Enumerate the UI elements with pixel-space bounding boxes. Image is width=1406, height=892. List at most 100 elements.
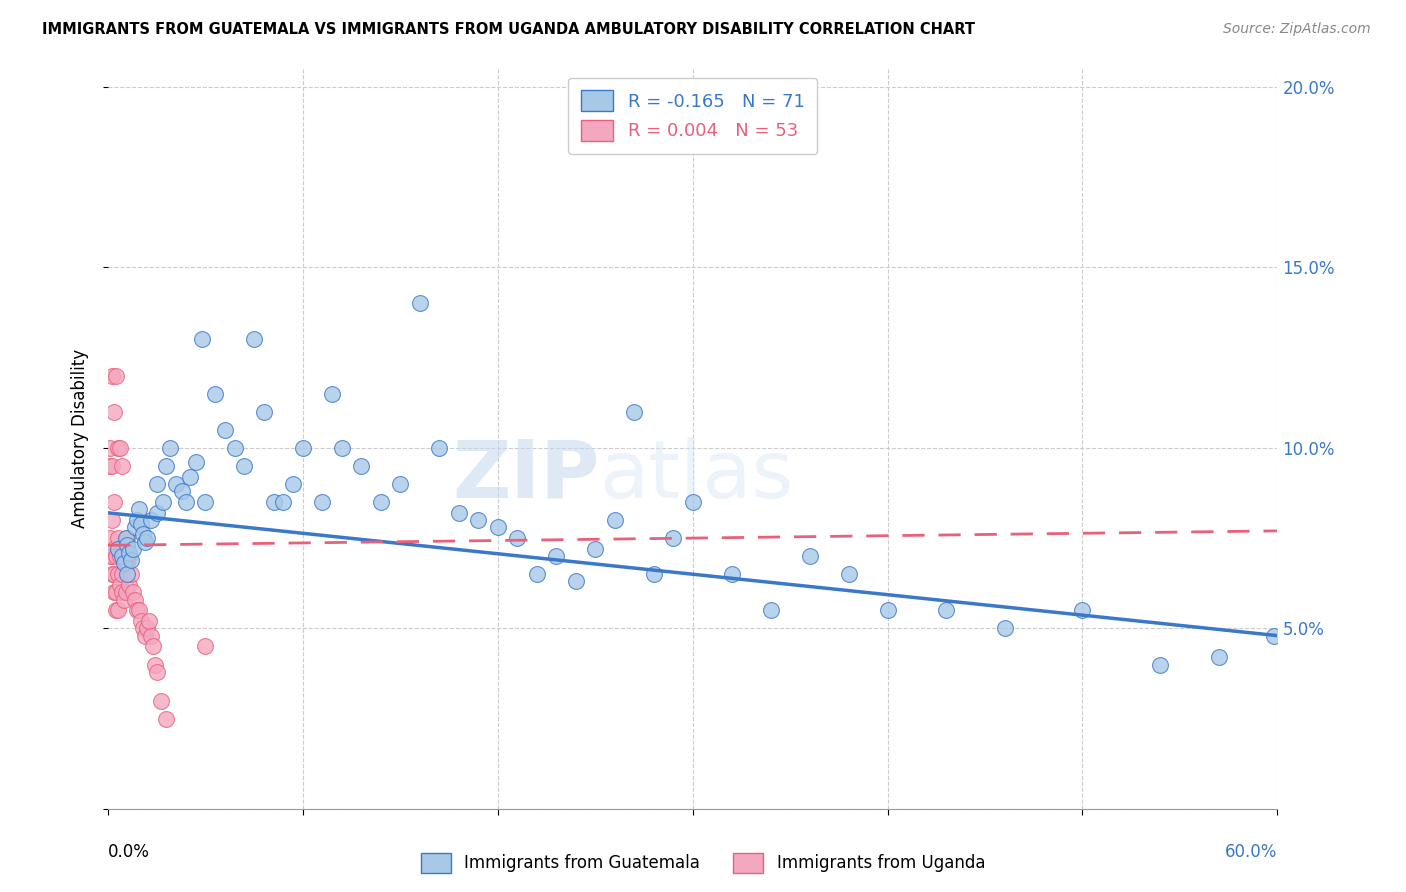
Point	[124, 592, 146, 607]
Point	[273, 495, 295, 509]
Point	[111, 458, 134, 473]
Point	[136, 531, 159, 545]
Point	[112, 592, 135, 607]
Point	[350, 458, 373, 473]
Point	[467, 513, 489, 527]
Point	[546, 549, 568, 563]
Point	[876, 603, 898, 617]
Point	[623, 405, 645, 419]
Point	[643, 567, 665, 582]
Point	[111, 549, 134, 563]
Point	[155, 712, 177, 726]
Point	[103, 585, 125, 599]
Point	[1071, 603, 1094, 617]
Point	[129, 516, 152, 531]
Point	[103, 495, 125, 509]
Point	[993, 621, 1015, 635]
Point	[101, 458, 124, 473]
Point	[112, 557, 135, 571]
Point	[104, 368, 127, 383]
Point	[263, 495, 285, 509]
Point	[409, 296, 432, 310]
Point	[134, 629, 156, 643]
Text: 60.0%: 60.0%	[1225, 843, 1278, 861]
Point	[159, 441, 181, 455]
Point	[603, 513, 626, 527]
Point	[184, 455, 207, 469]
Text: atlas: atlas	[599, 437, 793, 515]
Point	[117, 557, 139, 571]
Point	[526, 567, 548, 582]
Point	[253, 405, 276, 419]
Point	[111, 585, 134, 599]
Point	[427, 441, 450, 455]
Point	[114, 585, 136, 599]
Point	[838, 567, 860, 582]
Point	[108, 549, 131, 563]
Point	[142, 640, 165, 654]
Point	[120, 553, 142, 567]
Point	[124, 520, 146, 534]
Point	[122, 585, 145, 599]
Point	[1149, 657, 1171, 672]
Point	[117, 531, 139, 545]
Point	[224, 441, 246, 455]
Point	[120, 567, 142, 582]
Text: Source: ZipAtlas.com: Source: ZipAtlas.com	[1223, 22, 1371, 37]
Point	[194, 640, 217, 654]
Point	[132, 621, 155, 635]
Point	[194, 495, 217, 509]
Point	[152, 495, 174, 509]
Text: ZIP: ZIP	[451, 437, 599, 515]
Text: IMMIGRANTS FROM GUATEMALA VS IMMIGRANTS FROM UGANDA AMBULATORY DISABILITY CORREL: IMMIGRANTS FROM GUATEMALA VS IMMIGRANTS …	[42, 22, 976, 37]
Point	[108, 441, 131, 455]
Point	[799, 549, 821, 563]
Point	[103, 567, 125, 582]
Point	[311, 495, 333, 509]
Point	[564, 574, 586, 589]
Point	[111, 567, 134, 582]
Point	[128, 603, 150, 617]
Point	[139, 629, 162, 643]
Point	[107, 441, 129, 455]
Point	[330, 441, 353, 455]
Text: 0.0%: 0.0%	[108, 843, 150, 861]
Point	[321, 386, 343, 401]
Point	[935, 603, 957, 617]
Point	[118, 545, 141, 559]
Point	[506, 531, 529, 545]
Point	[107, 603, 129, 617]
Legend: Immigrants from Guatemala, Immigrants from Uganda: Immigrants from Guatemala, Immigrants fr…	[415, 847, 991, 880]
Point	[134, 534, 156, 549]
Point	[128, 502, 150, 516]
Point	[103, 541, 125, 556]
Point	[662, 531, 685, 545]
Point	[127, 513, 149, 527]
Point	[214, 423, 236, 437]
Point	[281, 477, 304, 491]
Point	[583, 541, 606, 556]
Point	[98, 441, 121, 455]
Point	[101, 368, 124, 383]
Point	[114, 557, 136, 571]
Point	[179, 469, 201, 483]
Point	[101, 513, 124, 527]
Point	[129, 614, 152, 628]
Point	[190, 333, 212, 347]
Point	[165, 477, 187, 491]
Point	[122, 541, 145, 556]
Point	[720, 567, 742, 582]
Point	[118, 549, 141, 563]
Point	[108, 578, 131, 592]
Point	[112, 541, 135, 556]
Y-axis label: Ambulatory Disability: Ambulatory Disability	[72, 349, 89, 528]
Point	[145, 477, 167, 491]
Point	[98, 531, 121, 545]
Point	[114, 531, 136, 545]
Point	[98, 458, 121, 473]
Point	[117, 538, 139, 552]
Point	[104, 585, 127, 599]
Point	[291, 441, 314, 455]
Legend: R = -0.165   N = 71, R = 0.004   N = 53: R = -0.165 N = 71, R = 0.004 N = 53	[568, 78, 817, 153]
Point	[107, 567, 129, 582]
